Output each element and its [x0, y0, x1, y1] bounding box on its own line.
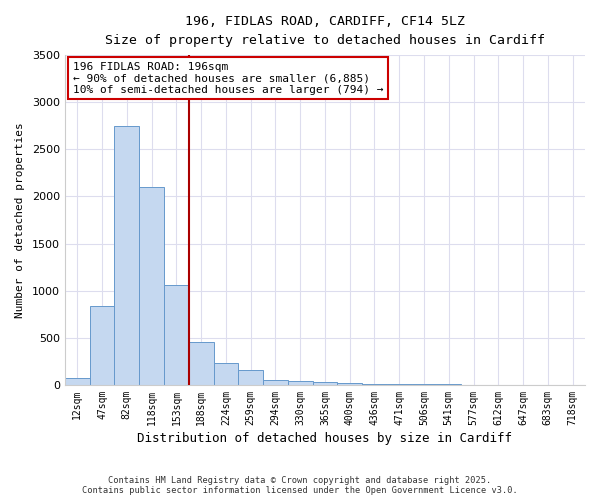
- Title: 196, FIDLAS ROAD, CARDIFF, CF14 5LZ
Size of property relative to detached houses: 196, FIDLAS ROAD, CARDIFF, CF14 5LZ Size…: [105, 15, 545, 47]
- Text: 196 FIDLAS ROAD: 196sqm
← 90% of detached houses are smaller (6,885)
10% of semi: 196 FIDLAS ROAD: 196sqm ← 90% of detache…: [73, 62, 383, 95]
- Bar: [65, 378, 89, 385]
- X-axis label: Distribution of detached houses by size in Cardiff: Distribution of detached houses by size …: [137, 432, 512, 445]
- Bar: [164, 285, 189, 385]
- Y-axis label: Number of detached properties: Number of detached properties: [15, 122, 25, 318]
- Bar: [89, 306, 115, 385]
- Bar: [115, 126, 139, 385]
- Bar: [313, 382, 337, 385]
- Bar: [387, 384, 412, 385]
- Bar: [337, 383, 362, 385]
- Bar: [288, 381, 313, 385]
- Bar: [238, 370, 263, 385]
- Text: Contains HM Land Registry data © Crown copyright and database right 2025.
Contai: Contains HM Land Registry data © Crown c…: [82, 476, 518, 495]
- Bar: [214, 364, 238, 385]
- Bar: [263, 380, 288, 385]
- Bar: [362, 384, 387, 385]
- Bar: [189, 342, 214, 385]
- Bar: [139, 187, 164, 385]
